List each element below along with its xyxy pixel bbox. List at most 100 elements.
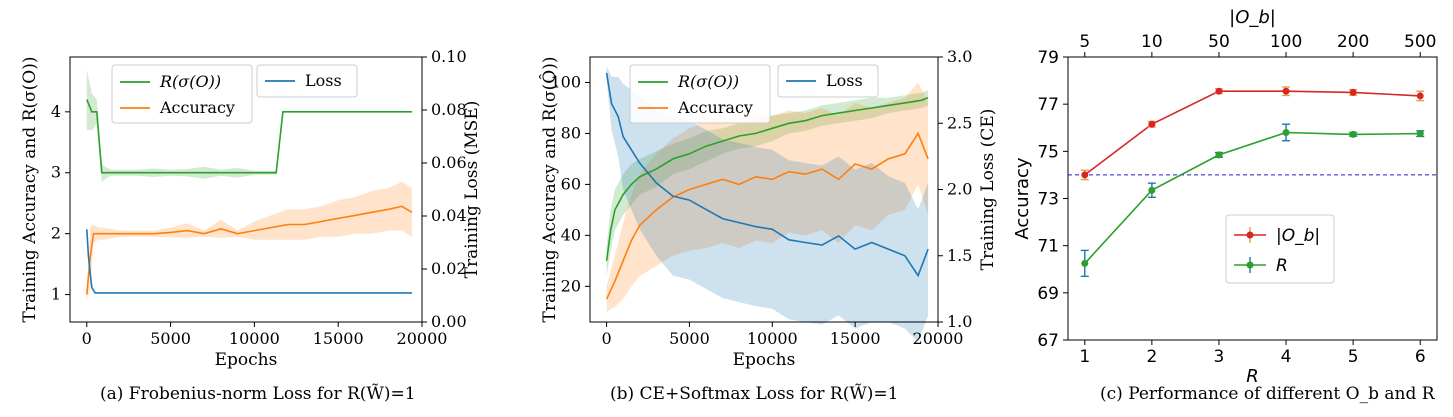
x-tick-label: 0: [82, 329, 92, 348]
y-tick-label-right: 0.04: [431, 206, 467, 225]
data-point: [1349, 130, 1357, 138]
plot-frame: [1067, 56, 1438, 341]
y-tick-label-left: 80: [561, 123, 581, 142]
x-tick-label: 15000: [313, 329, 364, 348]
y-tick-label-right: 1.0: [947, 312, 972, 331]
legend-marker: [1246, 261, 1254, 269]
band-a-1: [86, 181, 412, 301]
legend-label: R(σ(O)): [677, 72, 739, 91]
data-point: [1081, 259, 1089, 267]
legend-label: Loss: [826, 71, 863, 90]
y-tick-label-right: 2.0: [947, 180, 972, 199]
legend-label: R: [1276, 256, 1288, 276]
y-tick-label-left: 60: [561, 174, 581, 193]
y-tick-label-right: 1.5: [947, 246, 972, 265]
legend-label: Loss: [305, 71, 342, 90]
data-point: [1148, 120, 1156, 128]
y-tick-label: 69: [1037, 284, 1059, 304]
data-point: [1349, 88, 1357, 96]
x-tick-label: 4: [1281, 347, 1292, 367]
x-tick-label: 15000: [830, 329, 881, 348]
x-axis-label-top: |O_b|: [1229, 7, 1276, 28]
data-point: [1215, 151, 1223, 159]
y-tick-label: 67: [1037, 331, 1059, 351]
y-axis-label-left: Training Accuracy and R(σ(Ô)): [539, 57, 560, 323]
legend-label: R(σ(O)): [159, 72, 221, 91]
chart-a-frobenius-loss: 0 5000 10000 15000 20000 1 2 3 4 0.00 0.02 0.04 0.06…: [20, 47, 482, 370]
y-tick-label-left: 3: [51, 163, 61, 182]
band-b-0: [606, 90, 929, 277]
x-tick-label: 3: [1214, 347, 1225, 367]
series-line-1: [1084, 131, 1421, 264]
series-line-b-2: [605, 72, 929, 278]
legend-label: Accuracy: [159, 98, 235, 117]
y-tick-label-right: 3.0: [947, 47, 972, 66]
series-line-a-2: [86, 229, 412, 294]
caption-b: (b) CE+Softmax Loss for R(W̃)=1: [610, 384, 899, 404]
series-line-a-0: [86, 99, 412, 174]
band-b-1: [606, 82, 929, 312]
x-tick-label-top: 10: [1141, 32, 1163, 52]
plot-frame: [69, 56, 423, 323]
x-tick-label: 20000: [913, 329, 964, 348]
x-tick-label-top: 200: [1337, 32, 1369, 52]
y-tick-label-right: 0.10: [431, 47, 467, 66]
y-tick-label-right: 2.5: [947, 113, 972, 132]
y-axis-label-left: Training Accuracy and R(σ(O)): [20, 57, 40, 323]
chart-b-ce-softmax-loss: 0 5000 10000 15000 20000 20 40 60 80 100 1.0 1.5 2.0…: [539, 47, 998, 370]
series-line-b-1: [605, 131, 929, 300]
x-tick-label: 10000: [747, 329, 798, 348]
y-tick-label-left: 100: [550, 72, 581, 91]
y-tick-label: 73: [1037, 190, 1059, 210]
x-axis-label: Epochs: [733, 350, 796, 370]
data-point: [1416, 92, 1424, 100]
y-tick-label: 79: [1037, 48, 1059, 68]
y-tick-label-left: 40: [561, 225, 581, 244]
y-tick-label-left: 1: [51, 285, 61, 304]
x-axis-label: R: [1246, 366, 1259, 387]
x-tick-label: 0: [601, 329, 611, 348]
y-axis-label-right: Training Loss (CE): [978, 109, 998, 271]
y-axis-label: Accuracy: [1012, 157, 1033, 240]
x-axis-label: Epochs: [215, 350, 278, 370]
x-tick-label-top: 5: [1079, 32, 1090, 52]
data-point: [1148, 186, 1156, 194]
x-tick-label-top: 500: [1404, 32, 1436, 52]
x-tick-label: 5: [1348, 347, 1359, 367]
y-tick-label-left: 20: [561, 276, 581, 295]
data-point: [1081, 171, 1089, 179]
x-tick-label-top: 100: [1270, 32, 1302, 52]
x-tick-label-top: 50: [1208, 32, 1230, 52]
x-tick-label: 6: [1415, 347, 1426, 367]
y-tick-label-right: 0.06: [431, 153, 467, 172]
x-tick-label: 1: [1079, 347, 1090, 367]
data-point: [1215, 87, 1223, 95]
x-tick-label: 20000: [397, 329, 448, 348]
legend-box-right: [777, 64, 879, 98]
y-tick-label-right: 0.02: [431, 259, 467, 278]
band-a-0: [86, 69, 412, 182]
caption-c: (c) Performance of different O_b and R: [1100, 384, 1435, 404]
legend-label: Accuracy: [677, 98, 753, 117]
y-tick-label-left: 4: [51, 102, 61, 121]
y-tick-label: 75: [1037, 142, 1059, 162]
data-point: [1282, 128, 1290, 136]
y-tick-label-right: 0.08: [431, 100, 467, 119]
legend-label: |O_b|: [1276, 226, 1320, 246]
legend-marker: [1246, 231, 1254, 239]
y-tick-label-right: 0.00: [431, 312, 467, 331]
band-b-2: [606, 66, 929, 342]
series-line-a-1: [86, 205, 413, 295]
data-point: [1282, 87, 1290, 95]
x-tick-label: 5000: [669, 329, 710, 348]
y-tick-label-left: 2: [51, 224, 61, 243]
x-tick-label: 2: [1146, 347, 1157, 367]
x-tick-label: 5000: [150, 329, 191, 348]
caption-a: (a) Frobenius-norm Loss for R(W̃)=1: [100, 384, 416, 404]
x-tick-label: 10000: [229, 329, 280, 348]
series-line-0: [1084, 90, 1421, 176]
series-line-b-0: [605, 97, 929, 261]
y-tick-label: 71: [1037, 237, 1059, 257]
legend-box-right: [256, 64, 358, 98]
